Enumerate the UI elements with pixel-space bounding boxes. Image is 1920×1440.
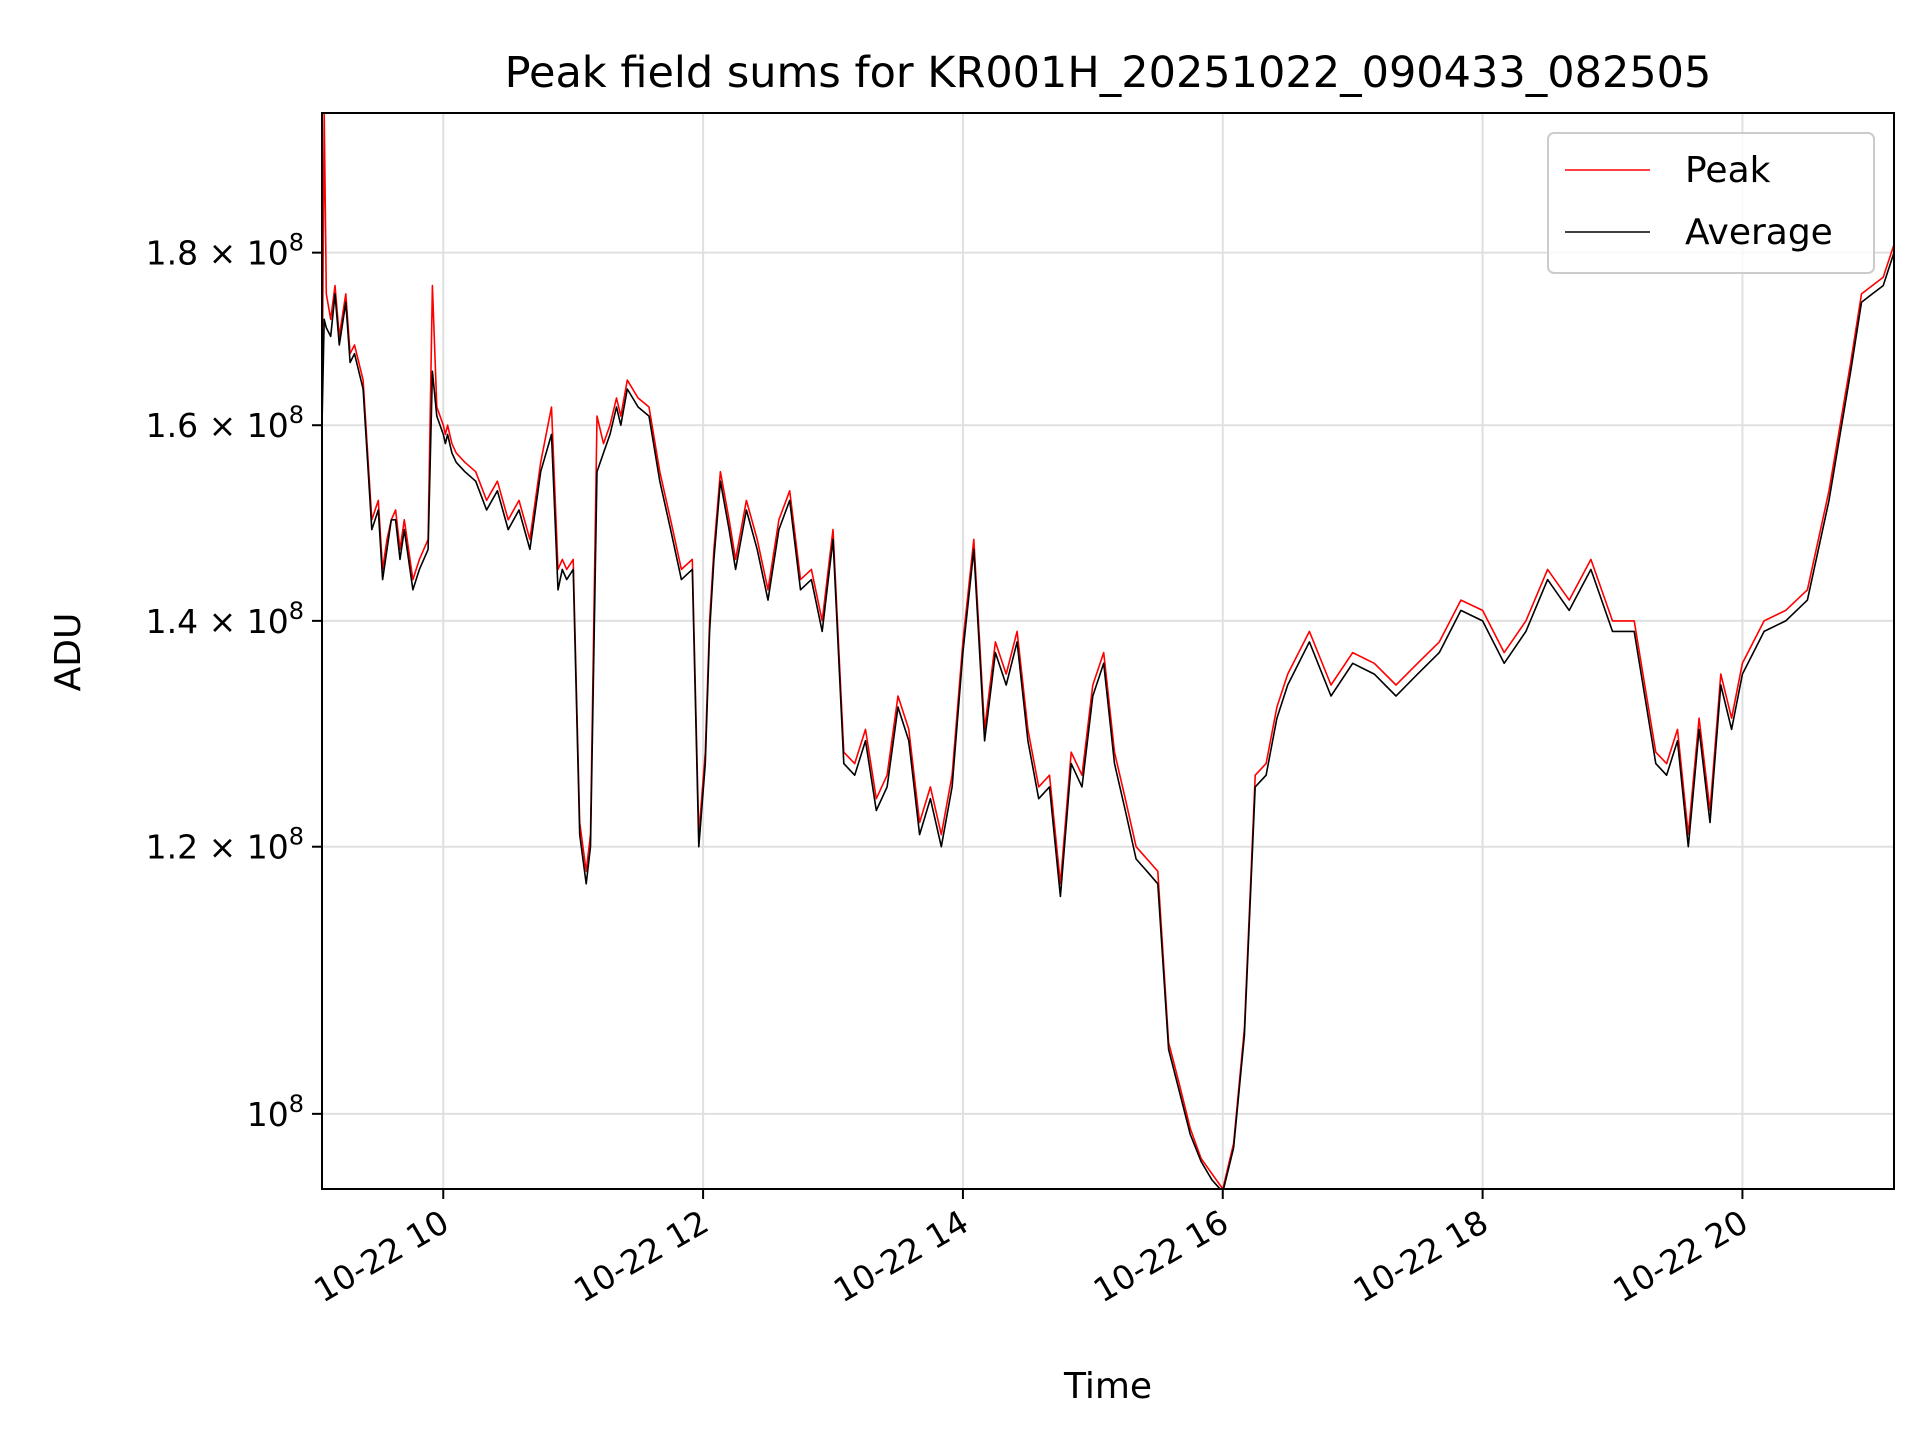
y-tick-label: 1.8 × 108 bbox=[146, 229, 304, 273]
chart-title: Peak field sums for KR001H_20251022_0904… bbox=[505, 48, 1712, 98]
y-ticks: 108 1.2 × 108 1.4 × 108 1.6 × 108 1.8 × 108 bbox=[146, 229, 322, 1134]
series-line-average bbox=[322, 252, 1894, 1189]
legend: Peak Average bbox=[1547, 132, 1875, 274]
x-axis-title: Time bbox=[1063, 1366, 1152, 1407]
y-tick-label: 1.2 × 108 bbox=[146, 823, 304, 867]
legend-box bbox=[1547, 132, 1875, 274]
plot-frame bbox=[321, 112, 1895, 1190]
y-axis-title: ADU bbox=[48, 613, 89, 692]
series-lines bbox=[322, 113, 1894, 1189]
y-tick-label: 108 bbox=[247, 1090, 304, 1134]
y-tick-label: 1.6 × 108 bbox=[146, 401, 304, 445]
y-tick-label: 1.4 × 108 bbox=[146, 597, 304, 641]
legend-label-average: Average bbox=[1685, 212, 1833, 253]
series-line-peak bbox=[322, 113, 1894, 1189]
legend-label-peak: Peak bbox=[1685, 150, 1771, 191]
